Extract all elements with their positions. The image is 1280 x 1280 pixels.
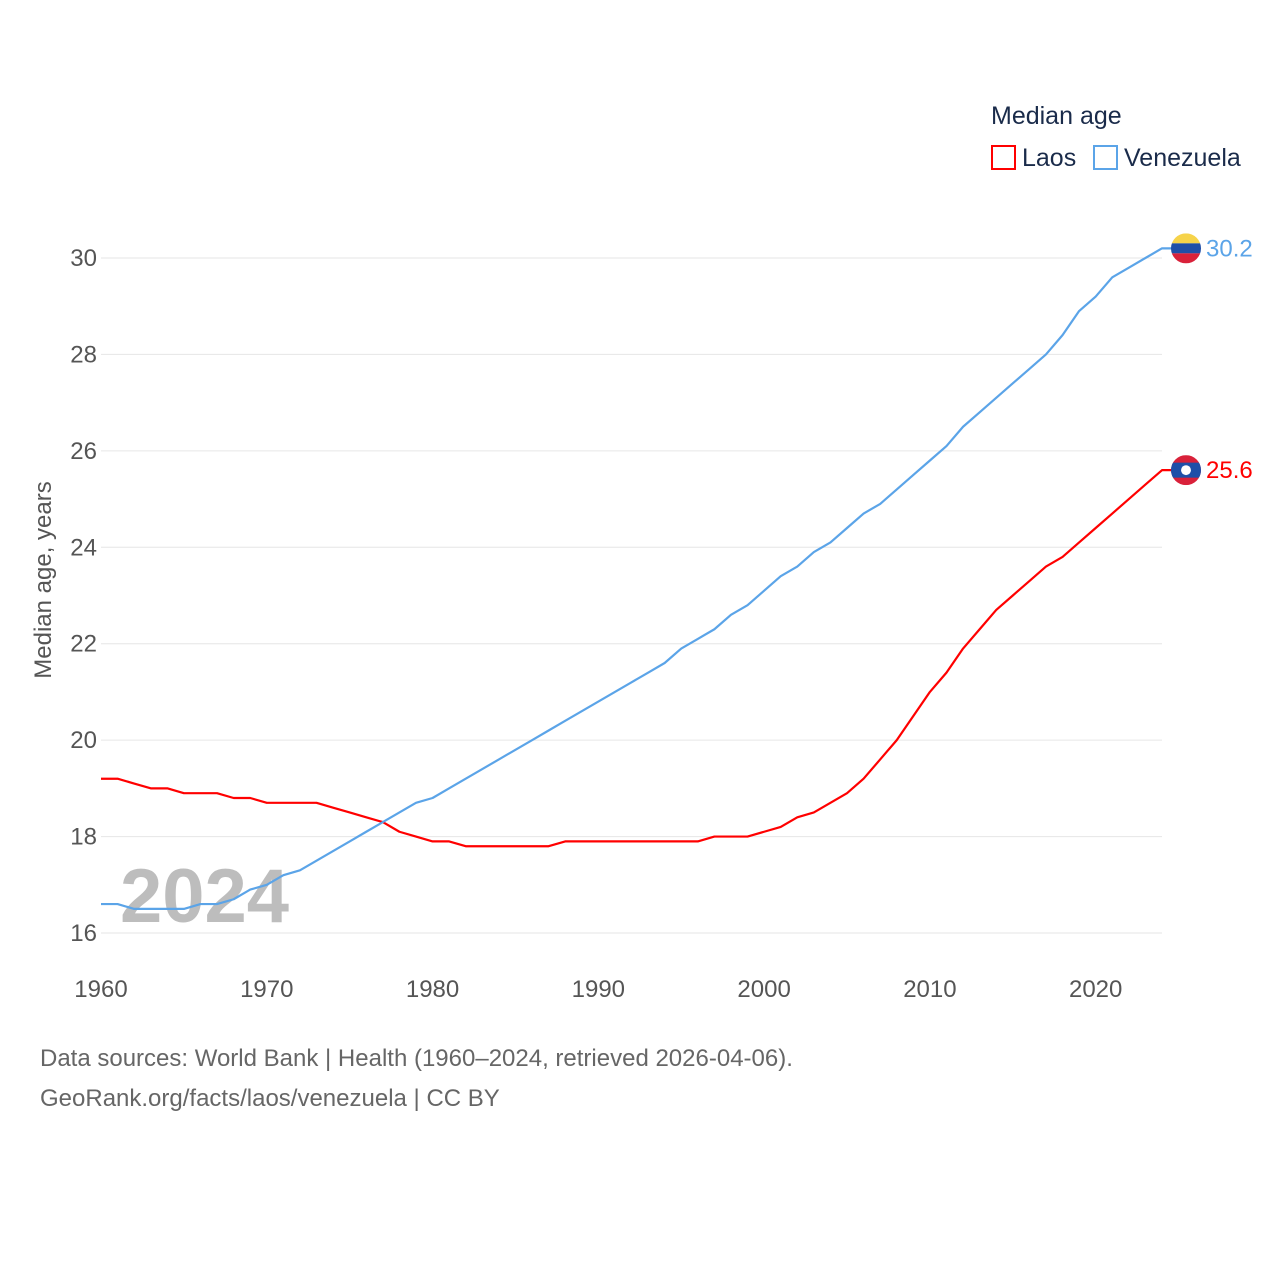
x-tick-label: 1970	[240, 976, 293, 1003]
venezuela-flag-icon	[1171, 233, 1201, 264]
y-axis-ticks: 16 18 20 22 24 26 28 30	[70, 245, 97, 947]
y-tick-label: 18	[70, 824, 97, 851]
x-tick-label: 1980	[406, 976, 459, 1003]
footer-link[interactable]: GeoRank.org/facts/laos/venezuela | CC BY	[40, 1085, 500, 1112]
legend-swatch	[1093, 145, 1118, 170]
legend: Laos Venezuela	[991, 144, 1241, 172]
laos-flag-icon	[1171, 455, 1201, 486]
series-end-markers: 25.6 30.2	[1171, 233, 1253, 486]
y-tick-label: 28	[70, 341, 97, 368]
x-axis-ticks: 1960 1970 1980 1990 2000 2010 2020	[74, 976, 1122, 1003]
end-value-label: 30.2	[1206, 235, 1253, 262]
x-tick-label: 2020	[1069, 976, 1122, 1003]
series-line-venezuela	[101, 247, 1186, 910]
y-tick-label: 24	[70, 534, 97, 561]
end-value-label: 25.6	[1206, 457, 1253, 484]
series-lines	[101, 247, 1186, 910]
y-tick-label: 20	[70, 727, 97, 754]
legend-swatch	[991, 145, 1016, 170]
year-watermark: 2024	[120, 854, 289, 939]
y-tick-label: 16	[70, 920, 97, 947]
legend-item-laos[interactable]: Laos	[991, 144, 1076, 172]
legend-label: Venezuela	[1124, 144, 1241, 172]
legend-title: Median age	[991, 102, 1122, 130]
y-tick-label: 30	[70, 245, 97, 272]
y-tick-label: 26	[70, 438, 97, 465]
gridlines	[101, 257, 1162, 934]
y-axis-label: Median age, years	[30, 481, 57, 678]
x-tick-label: 1960	[74, 976, 127, 1003]
series-line-laos	[101, 469, 1186, 848]
legend-label: Laos	[1022, 144, 1076, 172]
footer-sources: Data sources: World Bank | Health (1960–…	[40, 1045, 793, 1072]
x-tick-label: 2000	[737, 976, 790, 1003]
x-tick-label: 2010	[903, 976, 956, 1003]
x-tick-label: 1990	[572, 976, 625, 1003]
y-tick-label: 22	[70, 631, 97, 658]
legend-item-venezuela[interactable]: Venezuela	[1093, 144, 1241, 172]
